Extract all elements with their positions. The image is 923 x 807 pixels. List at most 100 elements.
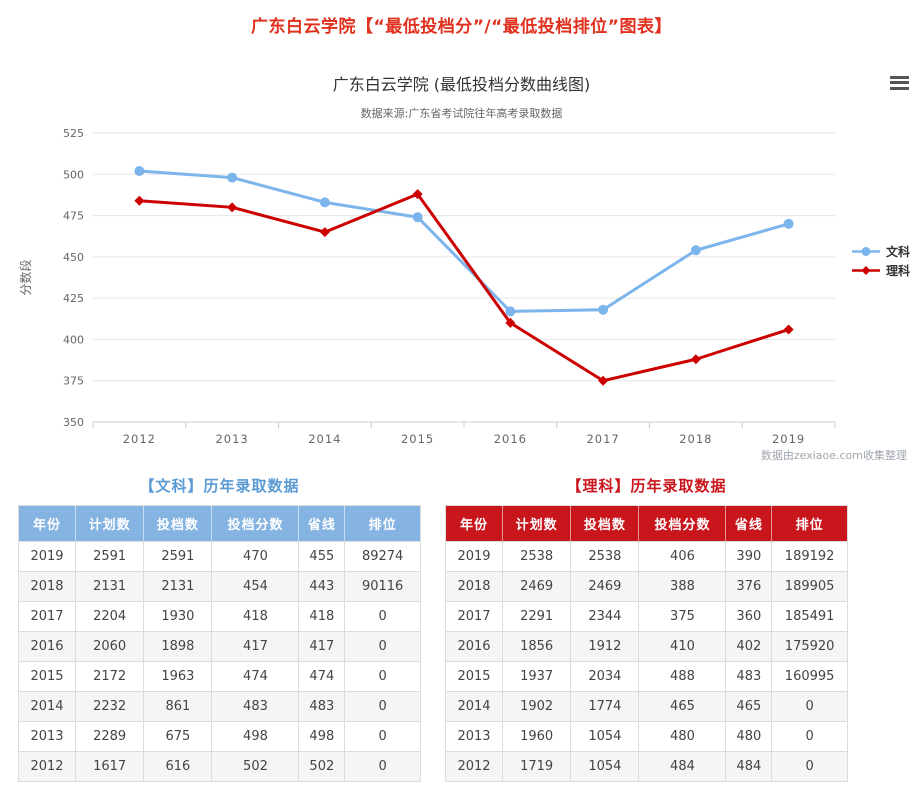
- cell: 1937: [502, 661, 572, 692]
- cell: 465: [725, 691, 773, 722]
- cell: 1963: [143, 661, 213, 692]
- table-row: 2012 1719 1054 484 484 0: [444, 751, 848, 782]
- cell: 2060: [75, 631, 145, 662]
- cell: 360: [725, 601, 773, 632]
- data-point-marker[interactable]: [227, 172, 238, 183]
- cell: 2018: [17, 571, 77, 602]
- cell: 2017: [17, 601, 77, 632]
- column-header: 年份: [18, 505, 76, 542]
- cell: 480: [725, 721, 773, 752]
- y-axis-title: 分数段: [18, 259, 33, 295]
- data-point-marker[interactable]: [505, 306, 516, 317]
- legend-label: 理科: [886, 264, 911, 278]
- data-point-marker[interactable]: [134, 165, 145, 176]
- cell: 0: [344, 691, 421, 722]
- data-point-marker[interactable]: [783, 324, 794, 335]
- column-header: 年份: [445, 505, 503, 542]
- data-point-marker[interactable]: [412, 212, 423, 223]
- column-header: 省线: [725, 505, 772, 542]
- cell: 0: [344, 751, 421, 782]
- cell: 410: [638, 631, 727, 662]
- data-point-marker[interactable]: [319, 227, 330, 238]
- data-point-marker[interactable]: [319, 197, 330, 208]
- cell: 189905: [771, 571, 848, 602]
- x-axis-tick-label: 2012: [123, 432, 156, 446]
- cell: 2013: [444, 721, 504, 752]
- data-point-marker[interactable]: [134, 195, 145, 206]
- cell: 2017: [444, 601, 504, 632]
- x-axis-tick-label: 2016: [494, 432, 527, 446]
- cell: 2018: [444, 571, 504, 602]
- table-row: 2014 1902 1774 465 465 0: [444, 691, 848, 722]
- cell: 1960: [502, 721, 572, 752]
- legend-item-文科[interactable]: 文科: [851, 242, 910, 261]
- cell: 0: [771, 751, 848, 782]
- cell: 1902: [502, 691, 572, 722]
- cell: 2014: [444, 691, 504, 722]
- column-header: 计划数: [502, 505, 571, 542]
- column-header: 投档分数: [638, 505, 726, 542]
- y-axis-tick-label: 400: [63, 333, 84, 346]
- cell: 2538: [570, 541, 640, 572]
- cell: 498: [298, 721, 346, 752]
- cell: 390: [725, 541, 773, 572]
- wenke-data-table: 年份 计划数 投档数 投档分数 省线 排位 2019 2591 2591 470 455 89274…: [17, 505, 421, 782]
- header-row: 年份 计划数 投档数 投档分数 省线 排位: [18, 505, 421, 542]
- cell: 0: [344, 601, 421, 632]
- like-table-title: 【理科】历年录取数据: [566, 477, 727, 495]
- legend-item-理科[interactable]: 理科: [851, 261, 910, 280]
- series-marker-icon: [852, 266, 880, 275]
- table-body: 2019 2538 2538 406 390 189192 2018 2469 2469 388 3…: [444, 541, 848, 782]
- hamburger-icon: [890, 75, 909, 79]
- data-point-marker[interactable]: [783, 218, 794, 229]
- table-row: 2015 2172 1963 474 474 0: [17, 661, 421, 692]
- table-row: 2019 2591 2591 470 455 89274: [17, 541, 421, 572]
- cell: 1912: [570, 631, 640, 662]
- cell: 483: [298, 691, 346, 722]
- table-row: 2016 2060 1898 417 417 0: [17, 631, 421, 662]
- data-point-marker[interactable]: [412, 189, 423, 200]
- table-header: 年份 计划数 投档数 投档分数 省线 排位: [445, 505, 848, 542]
- series-line-理科: [137, 192, 791, 383]
- cell: 443: [298, 571, 346, 602]
- table-row: 2013 1960 1054 480 480 0: [444, 721, 848, 752]
- data-point-marker[interactable]: [598, 375, 609, 386]
- cell: 2232: [75, 691, 145, 722]
- cell: 455: [298, 541, 346, 572]
- table-row: 2018 2131 2131 454 443 90116: [17, 571, 421, 602]
- table-row: 2019 2538 2538 406 390 189192: [444, 541, 848, 572]
- column-header: 计划数: [75, 505, 144, 542]
- x-axis-tick-label: 2014: [308, 432, 341, 446]
- line-chart-canvas: 350 375 400 425 450 475 500 525 2012 2013 2014 2015…: [18, 127, 836, 446]
- cell: 498: [211, 721, 300, 752]
- hamburger-icon: [890, 86, 909, 90]
- page-title: 广东白云学院【“最低投档分”/“最低投档排位”图表】: [251, 17, 672, 37]
- cell: 2469: [570, 571, 640, 602]
- data-point-marker[interactable]: [690, 354, 701, 365]
- cell: 89274: [344, 541, 421, 572]
- cell: 2469: [502, 571, 572, 602]
- table-row: 2015 1937 2034 488 483 160995: [444, 661, 848, 692]
- cell: 0: [771, 721, 848, 752]
- cell: 0: [344, 721, 421, 752]
- cell: 2012: [17, 751, 77, 782]
- cell: 376: [725, 571, 773, 602]
- data-point-marker[interactable]: [690, 245, 701, 256]
- data-point-marker[interactable]: [227, 202, 238, 213]
- cell: 2013: [17, 721, 77, 752]
- data-point-marker[interactable]: [505, 317, 516, 328]
- cell: 2204: [75, 601, 145, 632]
- cell: 160995: [771, 661, 848, 692]
- cell: 2538: [502, 541, 572, 572]
- wenke-table-title: 【文科】历年录取数据: [139, 477, 300, 495]
- column-header: 投档数: [143, 505, 212, 542]
- chart-context-menu-button[interactable]: [888, 71, 911, 94]
- cell: 418: [211, 601, 300, 632]
- data-point-marker[interactable]: [598, 304, 609, 315]
- column-header: 排位: [344, 505, 421, 542]
- cell: 2131: [143, 571, 213, 602]
- cell: 465: [638, 691, 727, 722]
- x-axis-tick-label: 2019: [772, 432, 805, 446]
- table-body: 2019 2591 2591 470 455 89274 2018 2131 2131 454 44…: [17, 541, 421, 782]
- cell: 175920: [771, 631, 848, 662]
